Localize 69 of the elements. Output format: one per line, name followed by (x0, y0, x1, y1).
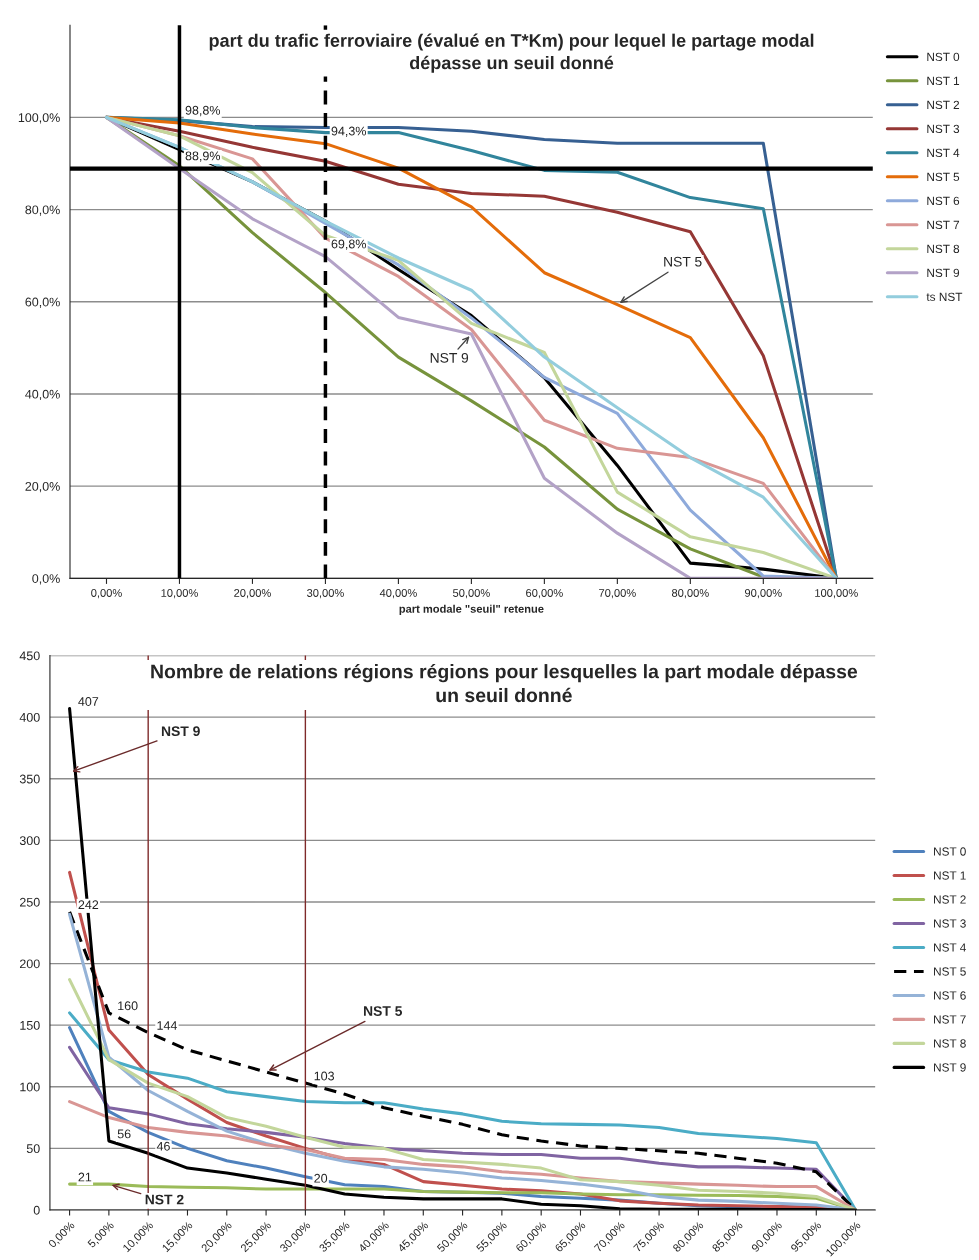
legend-label: NST 3 (934, 919, 966, 928)
legend-label: NST 5 (927, 172, 960, 182)
x-tick-label: 20,00% (234, 589, 271, 599)
data-label: 407 (78, 697, 99, 706)
legend-label: NST 7 (934, 1015, 966, 1024)
text: Nombre de relations régions régions pour lesquelles la part modale dépasse un seuil donné (151, 663, 858, 703)
data-label: 242 (78, 900, 99, 910)
y-tick-label: 350 (19, 774, 40, 784)
y-tick-label: 80,0% (25, 205, 60, 216)
data-label: 21 (78, 1172, 92, 1182)
legend-label: NST 1 (934, 871, 966, 880)
annotation: NST 9 (430, 352, 469, 363)
data-label: 56 (117, 1129, 131, 1139)
y-tick-label: 100 (20, 1082, 40, 1092)
legend-label: NST 9 (934, 1063, 966, 1072)
legend-label: NST 6 (927, 196, 960, 206)
x-tick-label: 40,00% (379, 589, 417, 599)
y-tick-label: 200 (19, 959, 40, 969)
data-label: 94,3% (331, 126, 366, 137)
x-tick-label: 70,00% (599, 589, 636, 599)
x-tick-label: 90,00% (744, 589, 782, 599)
data-label: 103 (314, 1071, 335, 1081)
y-tick-label: 0,0% (32, 574, 60, 585)
y-tick-label: 0 (33, 1205, 40, 1215)
data-label: 20 (314, 1173, 328, 1183)
annotation: NST 5 (664, 256, 702, 267)
legend-label: NST 2 (934, 895, 966, 904)
x-tick-label: 0,00% (91, 589, 122, 599)
legend-label: NST 4 (927, 148, 960, 158)
y-tick-label: 40,0% (25, 389, 60, 401)
data-label: 88,9% (185, 151, 221, 162)
y-tick-label: 250 (19, 897, 40, 907)
legend-label: NST 8 (934, 1039, 966, 1048)
x-axis-title: part modale "seuil" retenue (399, 604, 544, 616)
data-label: 46 (156, 1141, 170, 1151)
x-tick-label: 50,00% (452, 589, 490, 599)
legend-label: NST 1 (927, 76, 960, 86)
legend-label: NST 9 (927, 268, 960, 278)
data-label: 69,8% (331, 239, 366, 250)
x-tick-label: 100,00% (815, 589, 858, 599)
data-label: 98,8% (185, 105, 221, 117)
data-label: 144 (157, 1021, 177, 1030)
legend-label: NST 5 (934, 967, 966, 976)
y-tick-label: 20,0% (25, 481, 60, 493)
y-tick-label: 450 (19, 651, 40, 661)
y-tick-label: 60,0% (25, 297, 60, 308)
annotation: NST 9 (161, 726, 200, 737)
annotation: NST 5 (363, 1006, 403, 1016)
legend-label: NST 0 (934, 847, 966, 856)
y-tick-label: 100,0% (18, 113, 60, 124)
x-tick-label: 10,00% (161, 589, 198, 599)
legend-label: NST 2 (927, 100, 960, 110)
legend-label: NST 6 (934, 991, 966, 1000)
y-tick-label: 150 (20, 1020, 40, 1030)
x-tick-label: 60,00% (526, 589, 563, 599)
legend-label: NST 7 (927, 220, 960, 230)
annotation: NST 2 (145, 1194, 184, 1205)
y-tick-label: 50 (26, 1144, 40, 1154)
y-tick-label: 300 (19, 836, 40, 846)
legend-label: NST 0 (927, 52, 960, 62)
legend-label: NST 8 (927, 244, 960, 254)
legend-label: NST 4 (934, 943, 966, 952)
legend-label: NST 3 (927, 124, 960, 134)
data-label: 160 (118, 1001, 138, 1011)
y-tick-label: 400 (19, 712, 40, 722)
legend-label: ts NST (926, 292, 963, 301)
x-tick-label: 80,00% (671, 589, 709, 599)
text: part du trafic ferroviaire (évalué en T*Km) pour lequel le partage modal dépasse un seuil donné (209, 33, 814, 73)
x-tick-label: 30,00% (307, 589, 344, 599)
